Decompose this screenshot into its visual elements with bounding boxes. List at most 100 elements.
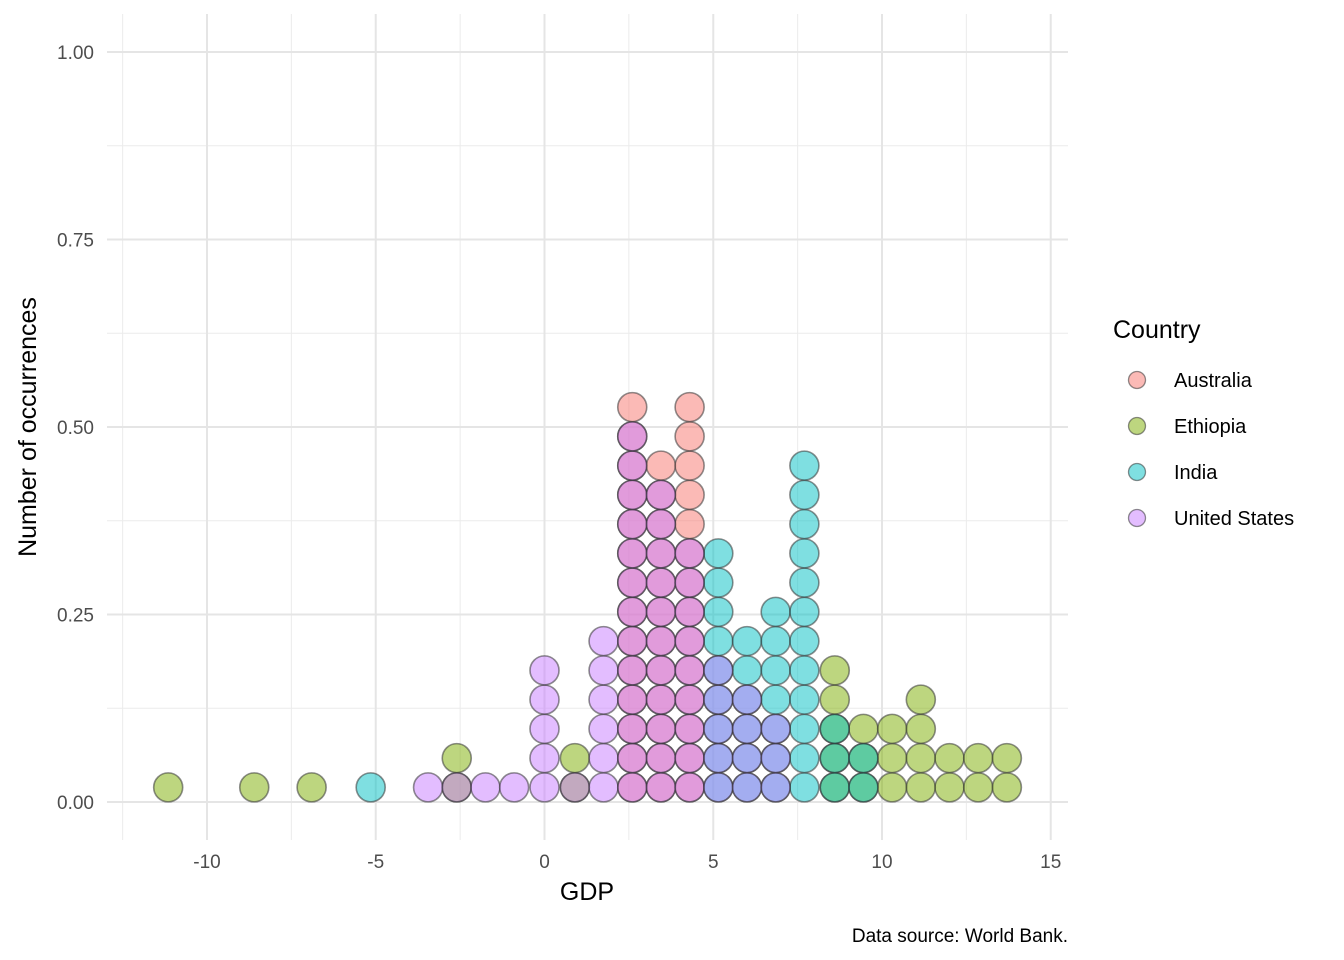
y-tick-label: 0.25 — [57, 606, 94, 627]
dot-united-states — [616, 655, 648, 686]
dot-india — [789, 508, 820, 540]
dot-united-states — [588, 655, 619, 686]
dot-united-states — [645, 508, 677, 540]
dot-india — [789, 596, 820, 628]
dot-ethiopia — [962, 742, 994, 774]
dot-united-states — [616, 625, 648, 657]
y-tick-label: 0.00 — [57, 793, 94, 814]
dot-india — [789, 625, 820, 657]
dot-ethiopia — [962, 772, 994, 803]
dot-ethiopia — [559, 742, 591, 774]
dot-india — [848, 742, 879, 774]
dot-united-states — [616, 479, 648, 511]
dot-ethiopia — [441, 742, 473, 774]
caption: Data source: World Bank. — [852, 926, 1068, 947]
dot-ethiopia — [876, 713, 908, 745]
legend-items: Australia Ethiopia India United States — [1127, 370, 1294, 530]
dot-united-states — [703, 655, 734, 686]
legend-key-india — [1127, 462, 1147, 482]
dot-united-states — [645, 684, 677, 715]
dot-united-states — [760, 713, 791, 745]
dot-ethiopia — [152, 772, 184, 803]
dot-united-states — [529, 772, 560, 803]
dot-united-states — [588, 772, 619, 803]
dot-india — [703, 567, 734, 598]
dot-india — [760, 684, 791, 715]
dot-australia — [645, 450, 677, 481]
dot-united-states — [529, 684, 560, 715]
dot-india — [703, 538, 734, 569]
dot-ethiopia — [905, 772, 937, 803]
dot-ethiopia — [905, 684, 937, 715]
dot-united-states — [645, 596, 677, 628]
dot-united-states — [731, 772, 763, 803]
dot-united-states — [616, 421, 648, 452]
dot-india — [789, 450, 820, 481]
dot-india — [703, 596, 734, 628]
dot-united-states — [616, 742, 648, 774]
dot-india — [789, 538, 820, 569]
legend-label-ethiopia: Ethiopia — [1174, 416, 1247, 438]
dot-ethiopia — [848, 713, 879, 745]
dot-australia — [616, 391, 648, 423]
dot-united-states — [674, 742, 705, 774]
dot-india — [819, 713, 851, 745]
dot-united-states — [674, 684, 705, 715]
dot-united-states — [645, 772, 677, 803]
dot-australia — [674, 508, 705, 540]
dot-united-states — [674, 538, 705, 569]
dot-ethiopia — [905, 742, 937, 774]
dot-india — [760, 625, 791, 657]
dot-united-states — [674, 596, 705, 628]
dot-united-states — [588, 713, 619, 745]
dot-united-states — [645, 713, 677, 745]
dot-united-states — [412, 772, 444, 803]
dot-ethiopia — [991, 772, 1023, 803]
legend-label-australia: Australia — [1174, 370, 1253, 392]
legend-key-australia — [1127, 370, 1147, 390]
dot-united-states — [529, 713, 560, 745]
dot-united-states — [588, 742, 619, 774]
dot-india — [789, 742, 820, 774]
dot-united-states — [645, 538, 677, 569]
legend-title: Country — [1113, 316, 1201, 344]
dot-ethiopia — [876, 742, 908, 774]
dot-united-states — [616, 772, 648, 803]
dot-united-states — [674, 655, 705, 686]
legend-label-united-states: United States — [1174, 508, 1294, 530]
dot-ethiopia — [905, 713, 937, 745]
dot-united-states — [731, 684, 763, 715]
dots-layer — [152, 391, 1023, 803]
dot-ethiopia — [991, 742, 1023, 774]
y-tick-label: 0.50 — [57, 418, 94, 439]
y-tick-label: 1.00 — [57, 43, 94, 64]
dot-united-states — [645, 567, 677, 598]
dot-australia — [674, 391, 705, 423]
dot-india — [848, 772, 879, 803]
x-tick-label: 10 — [871, 852, 892, 873]
dot-india — [731, 655, 763, 686]
dot-india — [819, 742, 851, 774]
dot-united-states — [645, 479, 677, 511]
dot-india — [789, 655, 820, 686]
x-tick-label: 0 — [539, 852, 550, 873]
dot-united-states — [703, 684, 734, 715]
dot-united-states — [616, 684, 648, 715]
dot-united-states — [616, 713, 648, 745]
dot-united-states — [588, 684, 619, 715]
dot-united-states — [674, 625, 705, 657]
dot-united-states — [731, 742, 763, 774]
x-tick-label: 5 — [708, 852, 719, 873]
dot-india — [355, 772, 386, 803]
legend: Country Australia Ethiopia India United Sta… — [1113, 316, 1294, 530]
dot-india — [819, 772, 851, 803]
x-tick-label: -5 — [367, 852, 384, 873]
dot-united-states — [529, 742, 560, 774]
legend-key-ethiopia — [1127, 416, 1147, 436]
dot-united-states — [616, 567, 648, 598]
dot-ethiopia — [934, 772, 965, 803]
dot-united-states — [703, 742, 734, 774]
dot-ethiopia — [876, 772, 908, 803]
dot-india — [760, 655, 791, 686]
dot-united-states — [703, 713, 734, 745]
